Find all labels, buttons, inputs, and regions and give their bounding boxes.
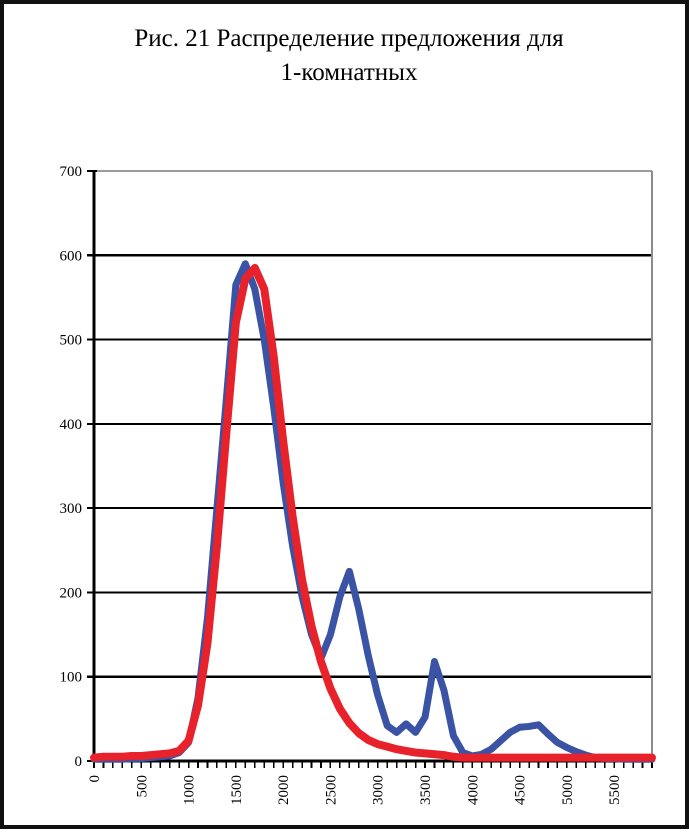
series-line-red-series (90, 263, 656, 762)
x-axis-label-5500: 5500 (607, 775, 623, 805)
x-axis-label-3500: 3500 (418, 775, 434, 805)
x-axis-label-1500: 1500 (229, 775, 245, 805)
series-group (90, 260, 656, 763)
chart-title: Рис. 21 Распределение предложения для 1-… (134, 25, 564, 86)
y-axis-label-700: 700 (60, 164, 83, 180)
x-axis-label-500: 500 (134, 775, 150, 798)
x-axis-label-0: 0 (87, 775, 103, 783)
y-axis-label-600: 600 (60, 248, 83, 264)
y-axis-labels-group: 0 100 200 300 400 500 600 700 (60, 164, 83, 770)
x-axis-label-4500: 4500 (513, 775, 529, 805)
y-axis-label-0: 0 (75, 754, 83, 770)
y-axis-label-100: 100 (60, 670, 83, 686)
gridlines-group (94, 169, 652, 678)
x-axis-labels-group: 0 500 1000 1500 2000 2500 3000 3500 4000 4500 5000… (87, 775, 623, 805)
chart-plot-area: 0 100 200 300 400 500 600 700 0 500 1000 1500 2000 2… (60, 164, 656, 805)
series-line-blue-series (90, 260, 656, 763)
y-axis-label-200: 200 (60, 585, 83, 601)
y-axis-label-500: 500 (60, 333, 83, 349)
x-axis-label-2500: 2500 (323, 775, 339, 805)
x-axis-label-1000: 1000 (182, 775, 198, 805)
y-axis-label-300: 300 (60, 501, 83, 517)
x-axis-label-4000: 4000 (465, 775, 481, 805)
x-axis-label-3000: 3000 (371, 775, 387, 805)
y-axis-label-400: 400 (60, 417, 83, 433)
x-axis-label-5000: 5000 (560, 775, 576, 805)
x-axis-label-2000: 2000 (276, 775, 292, 805)
